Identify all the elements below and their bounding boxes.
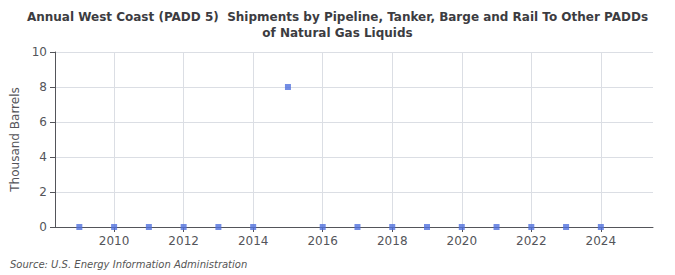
svg-text:of Natural Gas Liquids: of Natural Gas Liquids <box>262 26 412 40</box>
svg-text:Annual West Coast (PADD 5) Sh: Annual West Coast (PADD 5) Shipments by … <box>27 10 648 24</box>
svg-text:2024: 2024 <box>586 234 617 248</box>
svg-text:4: 4 <box>39 150 47 164</box>
svg-text:2012: 2012 <box>168 234 199 248</box>
svg-text:2016: 2016 <box>307 234 338 248</box>
svg-text:Thousand Barrels: Thousand Barrels <box>8 87 22 192</box>
svg-text:8: 8 <box>39 80 47 94</box>
svg-text:2: 2 <box>39 185 47 199</box>
svg-text:Source: U.S. Energy Informatio: Source: U.S. Energy Information Administ… <box>10 259 247 270</box>
svg-text:2020: 2020 <box>447 234 478 248</box>
svg-text:10: 10 <box>32 45 47 59</box>
svg-text:2014: 2014 <box>238 234 269 248</box>
svg-text:2018: 2018 <box>377 234 408 248</box>
svg-text:2022: 2022 <box>516 234 547 248</box>
svg-text:6: 6 <box>39 115 47 129</box>
svg-text:2010: 2010 <box>99 234 130 248</box>
svg-text:0: 0 <box>39 220 47 234</box>
